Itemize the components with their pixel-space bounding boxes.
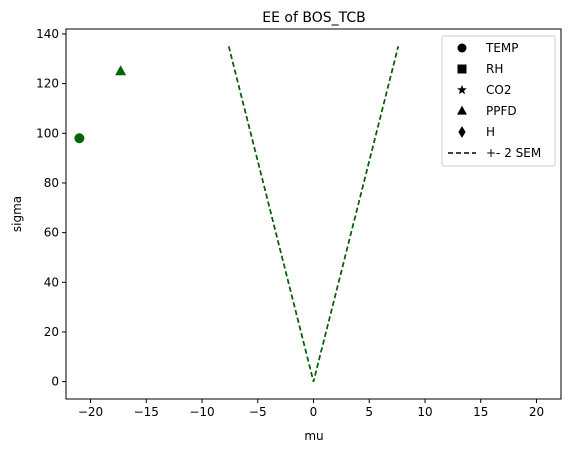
sem-line-shadow [228,46,399,382]
y-tick-label: 100 [36,126,59,140]
legend-label: RH [486,62,503,76]
sem-line [227,46,400,382]
y-tick-label: 40 [44,275,59,289]
x-tick-label: 0 [310,405,318,419]
legend-label: TEMP [485,41,519,55]
x-tick-label: 15 [473,405,488,419]
x-tick-label: −5 [249,405,267,419]
x-axis: −20 −15 −10 −5 0 5 10 15 20 [78,399,544,419]
legend-swatch [457,43,467,53]
legend-swatch [457,64,467,74]
legend-swatch [458,126,466,138]
legend-label: PPFD [486,104,517,118]
data-points [74,65,127,144]
y-axis: 0 20 40 60 80 100 120 140 [36,27,66,389]
y-tick-label: 80 [44,176,59,190]
point-temp [74,133,85,144]
legend-label: H [486,125,495,139]
legend-frame [441,35,556,167]
x-tick-label: −20 [78,405,103,419]
x-tick-label: −15 [134,405,159,419]
x-tick-label: 5 [365,405,373,419]
y-tick-label: 20 [44,325,59,339]
legend-label: CO2 [486,83,511,97]
x-tick-label: −10 [189,405,214,419]
x-axis-label: mu [304,429,323,443]
y-axis-label: sigma [10,196,24,232]
chart-title: EE of BOS_TCB [262,10,365,26]
legend-label: +- 2 SEM [486,146,541,160]
y-tick-label: 140 [36,27,59,41]
legend-swatch [457,105,467,115]
sem-lines [227,46,400,382]
point-ppfd [115,65,127,76]
x-tick-label: 20 [529,405,544,419]
x-tick-label: 10 [417,405,432,419]
y-tick-label: 60 [44,226,59,240]
legend-swatch [457,84,467,95]
legend: TEMP RH CO2 PPFD H +- 2 SEM [441,35,556,167]
y-tick-label: 0 [51,375,59,389]
y-tick-label: 120 [36,77,59,91]
